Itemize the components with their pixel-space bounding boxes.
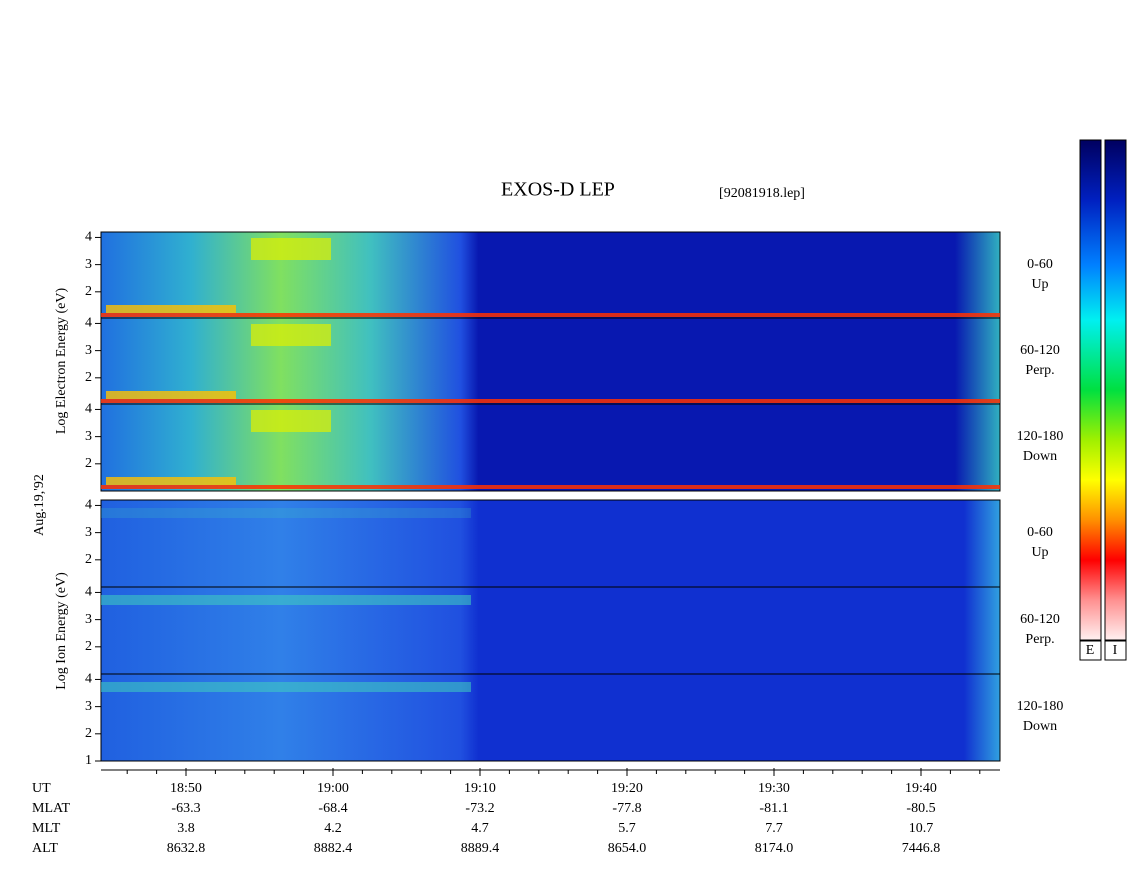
y-tick-label: 2 bbox=[85, 456, 92, 471]
row-value: 8882.4 bbox=[314, 841, 353, 856]
y-tick-label: 2 bbox=[85, 552, 92, 567]
ion-axis-label: Log Ion Energy (eV) bbox=[54, 572, 69, 690]
panel-angle: 60-120 bbox=[1020, 612, 1060, 627]
y-tick-label: 1 bbox=[85, 753, 92, 768]
time-tick-label: 19:40 bbox=[905, 781, 937, 796]
row-value: 10.7 bbox=[909, 821, 934, 836]
y-tick-label: 4 bbox=[85, 672, 92, 687]
panel-angle: 60-120 bbox=[1020, 343, 1060, 358]
row-value: 8632.8 bbox=[167, 841, 206, 856]
y-tick-label: 3 bbox=[85, 257, 92, 272]
y-tick-label: 4 bbox=[85, 402, 92, 417]
y-tick-label: 4 bbox=[85, 585, 92, 600]
y-tick-label: 4 bbox=[85, 498, 92, 513]
row-value: 7.7 bbox=[765, 821, 783, 836]
y-tick-label: 3 bbox=[85, 429, 92, 444]
panel-direction: Perp. bbox=[1025, 632, 1054, 647]
spectrogram-band bbox=[251, 410, 331, 432]
spectrogram bbox=[100, 499, 1001, 588]
spectrogram-band bbox=[251, 238, 331, 260]
row-label: MLAT bbox=[32, 801, 71, 816]
row-value: 7446.8 bbox=[902, 841, 941, 856]
y-tick-label: 3 bbox=[85, 343, 92, 358]
panel-angle: 120-180 bbox=[1017, 429, 1064, 444]
spectrogram-band bbox=[106, 391, 236, 399]
y-tick-label: 2 bbox=[85, 726, 92, 741]
row-label: ALT bbox=[32, 841, 58, 856]
y-tick-label: 3 bbox=[85, 525, 92, 540]
spectrogram-band bbox=[101, 682, 471, 692]
panel-angle: 0-60 bbox=[1027, 257, 1053, 272]
row-value: 8889.4 bbox=[461, 841, 500, 856]
row-value: -73.2 bbox=[465, 801, 494, 816]
row-value: 8654.0 bbox=[608, 841, 647, 856]
panel-direction: Perp. bbox=[1025, 363, 1054, 378]
row-value: 4.2 bbox=[324, 821, 342, 836]
time-axis-label: UT bbox=[32, 781, 51, 796]
spectrogram-band bbox=[101, 485, 1000, 489]
spectrogram-band bbox=[101, 313, 1000, 317]
colorbar-label-box bbox=[1104, 640, 1127, 661]
panel-direction: Up bbox=[1031, 277, 1048, 292]
y-tick-label: 2 bbox=[85, 370, 92, 385]
y-tick-label: 2 bbox=[85, 639, 92, 654]
row-value: -77.8 bbox=[612, 801, 641, 816]
spectrogram-band bbox=[101, 595, 471, 605]
row-value: 5.7 bbox=[618, 821, 636, 836]
row-value: 4.7 bbox=[471, 821, 489, 836]
row-value: -63.3 bbox=[171, 801, 200, 816]
spectrogram bbox=[100, 403, 1001, 492]
y-tick-label: 3 bbox=[85, 699, 92, 714]
row-label: MLT bbox=[32, 821, 61, 836]
spectrogram-band bbox=[101, 399, 1000, 403]
time-tick-label: 19:00 bbox=[317, 781, 349, 796]
colorbar bbox=[1104, 139, 1127, 641]
colorbar bbox=[1079, 139, 1102, 641]
y-tick-label: 4 bbox=[85, 316, 92, 331]
panel-angle: 0-60 bbox=[1027, 525, 1053, 540]
spectrogram-band bbox=[251, 324, 331, 346]
y-tick-label: 4 bbox=[85, 230, 92, 245]
title: EXOS-D LEP bbox=[501, 179, 615, 201]
filename: [92081918.lep] bbox=[719, 186, 805, 201]
time-tick-label: 19:10 bbox=[464, 781, 496, 796]
date-label: Aug.19,'92 bbox=[32, 474, 47, 536]
panel-direction: Up bbox=[1031, 545, 1048, 560]
row-value: 3.8 bbox=[177, 821, 195, 836]
panel-direction: Down bbox=[1023, 449, 1057, 464]
y-tick-label: 2 bbox=[85, 284, 92, 299]
time-tick-label: 18:50 bbox=[170, 781, 202, 796]
spectrogram-band bbox=[106, 305, 236, 313]
row-value: 8174.0 bbox=[755, 841, 794, 856]
time-tick-label: 19:30 bbox=[758, 781, 790, 796]
colorbar-label: I bbox=[1113, 643, 1118, 658]
time-tick-label: 19:20 bbox=[611, 781, 643, 796]
row-value: -68.4 bbox=[318, 801, 347, 816]
colorbar-label-box bbox=[1079, 640, 1102, 661]
panel-angle: 120-180 bbox=[1017, 699, 1064, 714]
electron-axis-label: Log Electron Energy (eV) bbox=[54, 288, 69, 435]
row-value: -80.5 bbox=[906, 801, 935, 816]
spectrogram-band bbox=[106, 477, 236, 485]
colorbar-label: E bbox=[1086, 643, 1095, 658]
panel-direction: Down bbox=[1023, 719, 1057, 734]
y-tick-label: 3 bbox=[85, 612, 92, 627]
spectrogram-band bbox=[101, 508, 471, 518]
row-value: -81.1 bbox=[759, 801, 788, 816]
